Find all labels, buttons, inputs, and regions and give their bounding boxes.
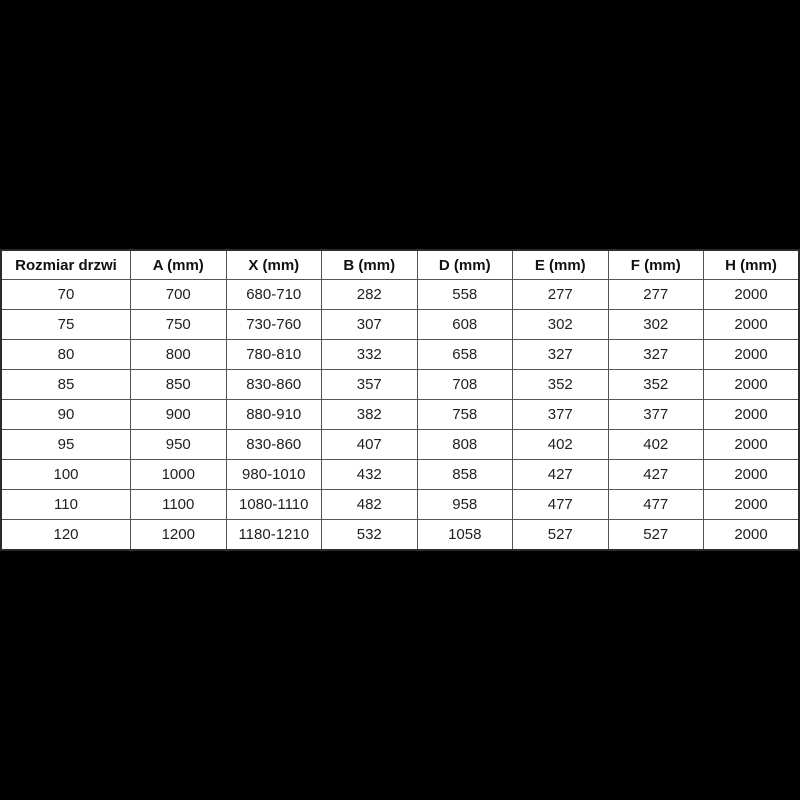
table-cell: 302 <box>607 309 704 340</box>
table-cell: 75 <box>0 309 131 340</box>
table-cell: 2000 <box>703 279 800 310</box>
table-cell: 808 <box>416 429 513 460</box>
column-header-1: A (mm) <box>130 249 227 280</box>
column-header-4: D (mm) <box>416 249 513 280</box>
header-row: Rozmiar drzwi A (mm) X (mm) B (mm) D (mm) E (… <box>0 249 800 280</box>
column-header-6: F (mm) <box>607 249 704 280</box>
table-cell: 708 <box>416 369 513 400</box>
table-cell: 1100 <box>130 489 227 520</box>
table-cell: 980-1010 <box>225 459 322 490</box>
table-cell: 2000 <box>703 339 800 370</box>
table-cell: 800 <box>130 339 227 370</box>
table-cell: 2000 <box>703 309 800 340</box>
table-cell: 730-760 <box>225 309 322 340</box>
table-cell: 100 <box>0 459 131 490</box>
table-cell: 277 <box>512 279 609 310</box>
table-cell: 95 <box>0 429 131 460</box>
table-cell: 608 <box>416 309 513 340</box>
table-row: 120 1200 1180-1210 532 1058 527 527 2000 <box>0 519 800 551</box>
table-row: 75 750 730-760 307 608 302 302 2000 <box>0 309 800 340</box>
table-cell: 477 <box>607 489 704 520</box>
table-cell: 70 <box>0 279 131 310</box>
column-header-2: X (mm) <box>225 249 322 280</box>
table-cell: 432 <box>321 459 418 490</box>
table-cell: 532 <box>321 519 418 551</box>
table-cell: 80 <box>0 339 131 370</box>
table-cell: 527 <box>512 519 609 551</box>
table-cell: 900 <box>130 399 227 430</box>
table-cell: 377 <box>607 399 704 430</box>
table-cell: 2000 <box>703 519 800 551</box>
table-cell: 377 <box>512 399 609 430</box>
column-header-3: B (mm) <box>321 249 418 280</box>
table-cell: 1058 <box>416 519 513 551</box>
table-cell: 858 <box>416 459 513 490</box>
table-cell: 477 <box>512 489 609 520</box>
table-cell: 2000 <box>703 429 800 460</box>
table-cell: 407 <box>321 429 418 460</box>
table-row: 110 1100 1080-1110 482 958 477 477 2000 <box>0 489 800 520</box>
table-cell: 2000 <box>703 489 800 520</box>
table-cell: 2000 <box>703 399 800 430</box>
table-cell: 1200 <box>130 519 227 551</box>
table-cell: 427 <box>607 459 704 490</box>
table-body: 70 700 680-710 282 558 277 277 2000 75 750 730-760… <box>0 279 800 551</box>
table-row: 100 1000 980-1010 432 858 427 427 2000 <box>0 459 800 490</box>
table-cell: 850 <box>130 369 227 400</box>
table-cell: 482 <box>321 489 418 520</box>
table-cell: 402 <box>607 429 704 460</box>
table-row: 70 700 680-710 282 558 277 277 2000 <box>0 279 800 310</box>
table-cell: 307 <box>321 309 418 340</box>
table-cell: 1180-1210 <box>225 519 322 551</box>
table-cell: 302 <box>512 309 609 340</box>
table-cell: 332 <box>321 339 418 370</box>
column-header-5: E (mm) <box>512 249 609 280</box>
column-header-7: H (mm) <box>703 249 800 280</box>
table-cell: 558 <box>416 279 513 310</box>
table-cell: 527 <box>607 519 704 551</box>
table-cell: 1000 <box>130 459 227 490</box>
table-cell: 427 <box>512 459 609 490</box>
door-size-table: Rozmiar drzwi A (mm) X (mm) B (mm) D (mm) E (… <box>0 249 800 551</box>
table-cell: 277 <box>607 279 704 310</box>
table-cell: 282 <box>321 279 418 310</box>
table-row: 90 900 880-910 382 758 377 377 2000 <box>0 399 800 430</box>
table-header: Rozmiar drzwi A (mm) X (mm) B (mm) D (mm) E (… <box>0 249 800 280</box>
table-cell: 2000 <box>703 369 800 400</box>
table-cell: 830-860 <box>225 429 322 460</box>
table-cell: 352 <box>607 369 704 400</box>
table-cell: 402 <box>512 429 609 460</box>
table-cell: 700 <box>130 279 227 310</box>
table-cell: 1080-1110 <box>225 489 322 520</box>
table-cell: 120 <box>0 519 131 551</box>
table-cell: 2000 <box>703 459 800 490</box>
table-cell: 110 <box>0 489 131 520</box>
table-cell: 327 <box>607 339 704 370</box>
table-cell: 958 <box>416 489 513 520</box>
table-cell: 85 <box>0 369 131 400</box>
table-cell: 680-710 <box>225 279 322 310</box>
table-cell: 352 <box>512 369 609 400</box>
table-cell: 750 <box>130 309 227 340</box>
table-cell: 880-910 <box>225 399 322 430</box>
table-cell: 357 <box>321 369 418 400</box>
table-cell: 950 <box>130 429 227 460</box>
table-cell: 658 <box>416 339 513 370</box>
table-cell: 758 <box>416 399 513 430</box>
table-cell: 327 <box>512 339 609 370</box>
table-cell: 830-860 <box>225 369 322 400</box>
table-row: 80 800 780-810 332 658 327 327 2000 <box>0 339 800 370</box>
table-cell: 90 <box>0 399 131 430</box>
table-cell: 382 <box>321 399 418 430</box>
column-header-0: Rozmiar drzwi <box>0 249 131 280</box>
table-row: 95 950 830-860 407 808 402 402 2000 <box>0 429 800 460</box>
table-cell: 780-810 <box>225 339 322 370</box>
table-row: 85 850 830-860 357 708 352 352 2000 <box>0 369 800 400</box>
